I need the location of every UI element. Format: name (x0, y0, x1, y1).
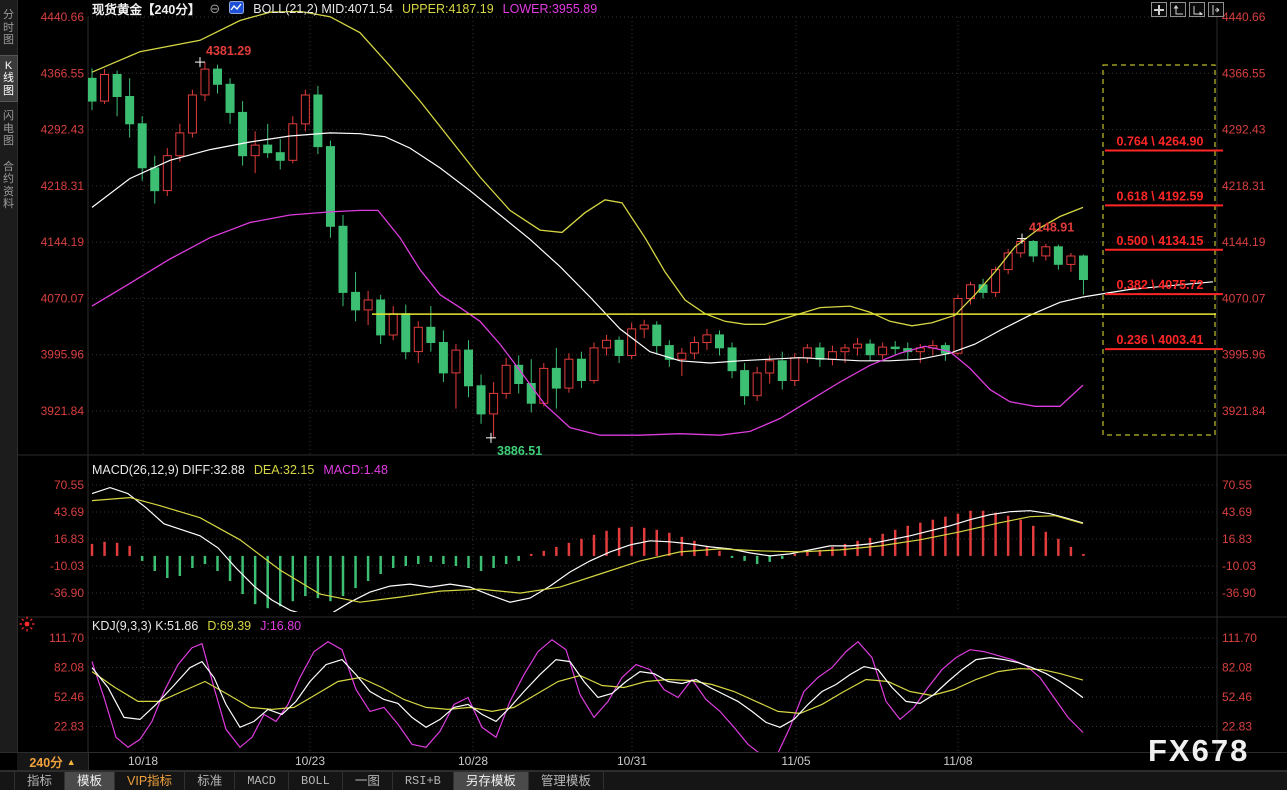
y-tick-label: 4292.43 (41, 123, 85, 137)
kdj-d-value: D:69.39 (207, 619, 252, 633)
sidebar-tab-3[interactable]: 闪电图 (3, 110, 14, 147)
toolbar-item-6[interactable]: BOLL (289, 772, 343, 790)
watermark: FX678 (1148, 733, 1250, 768)
y-tick-label: 22.83 (1222, 720, 1252, 734)
fib-level-label: 0.500 \ 4134.15 (1117, 234, 1204, 248)
toolbar-item-5[interactable]: MACD (235, 772, 290, 790)
y-tick-label: 16.83 (1222, 532, 1252, 546)
boll-mid-value: BOLL(21,2) MID:4071.54 (253, 1, 393, 16)
fib-level-label: 0.382 \ 4075.72 (1117, 278, 1204, 292)
price-annotation: 3886.51 (497, 444, 542, 458)
price-annotation: 4148.91 (1029, 221, 1074, 235)
y-tick-label: 3921.84 (1222, 404, 1266, 418)
period-label: 240分 (29, 756, 63, 770)
alert-marker-icon (19, 616, 35, 637)
macd-hist-value: MACD:1.48 (323, 463, 388, 477)
y-tick-label: 4292.43 (1222, 123, 1266, 137)
y-tick-label: 82.08 (54, 661, 84, 675)
macd-dea-value: DEA:32.15 (253, 463, 315, 477)
toolbar-item-8[interactable]: RSI+B (393, 772, 454, 790)
price-annotations: 4381.29 4148.91 3886.51 (195, 44, 1074, 458)
toolbar-item-2[interactable]: 模板 (65, 772, 116, 790)
toolbar-item-1[interactable]: 指标 (14, 772, 66, 790)
y-tick-label: 4070.07 (1222, 291, 1266, 305)
y-tick-label: 4440.66 (1222, 10, 1266, 24)
fib-level-label: 0.236 \ 4003.41 (1117, 333, 1204, 347)
fib-retracement-overlay[interactable]: 0.764 \ 4264.90 0.618 \ 4192.59 0.500 \ 41… (1102, 64, 1223, 436)
x-date-label: 11/05 (781, 754, 810, 768)
boll-lower-value: LOWER:3955.89 (502, 1, 598, 16)
x-date-label: 10/31 (617, 754, 647, 768)
toolbar-item-10[interactable]: 管理模板 (529, 772, 604, 790)
y-tick-label: 16.83 (54, 532, 84, 546)
x-date-label: 10/18 (128, 754, 158, 768)
x-date-label: 10/23 (295, 754, 325, 768)
y-tick-label: 4218.31 (1222, 179, 1266, 193)
instrument-title: 现货黄金【240分】 (92, 3, 201, 17)
toolbar-item-3[interactable]: VIP指标 (115, 772, 186, 790)
toolbar-item-4[interactable]: 标准 (185, 772, 236, 790)
price-annotation: 4381.29 (206, 44, 251, 58)
y-tick-label: 4366.55 (1222, 66, 1266, 80)
x-date-label: 10/28 (458, 754, 488, 768)
pan-right-icon[interactable] (1208, 2, 1224, 17)
zoom-y-axis-icon[interactable] (1170, 2, 1186, 17)
y-tick-label: -10.03 (50, 559, 84, 573)
y-tick-label: 82.08 (1222, 661, 1252, 675)
kdj-panel-header: KDJ(9,3,3) K:51.86 D:69.39 J:16.80 (92, 619, 301, 633)
y-tick-label: 52.46 (1222, 690, 1252, 704)
sidebar-tab-1[interactable]: 分时图 (3, 9, 14, 46)
gridlines (88, 16, 1217, 752)
fib-level-label: 0.764 \ 4264.90 (1117, 134, 1204, 148)
boll-upper-value: UPPER:4187.19 (401, 1, 494, 16)
layout-grid-icon[interactable] (1151, 2, 1167, 17)
x-date-label: 11/08 (943, 754, 972, 768)
y-tick-label: 43.69 (54, 505, 84, 519)
toolbar-item-9[interactable]: 另存模板 (453, 772, 529, 790)
collapse-icon[interactable]: ⊖ (209, 0, 221, 16)
kdj-k-value: KDJ(9,3,3) K:51.86 (92, 619, 199, 633)
kdj-j-value: J:16.80 (260, 619, 302, 633)
y-tick-label: -36.90 (50, 586, 84, 600)
y-tick-label: 4366.55 (41, 66, 85, 80)
period-selector[interactable]: 240分 ▲ (17, 753, 89, 770)
y-tick-label: 4218.31 (41, 179, 85, 193)
y-tick-label: 22.83 (54, 720, 84, 734)
macd-panel[interactable] (90, 486, 1085, 617)
toolbar-item-7[interactable]: 一图 (343, 772, 393, 790)
y-tick-label: 4144.19 (41, 235, 85, 249)
panel-dividers (0, 17, 1287, 771)
axis-labels: 4440.66 4440.66 4366.55 4366.55 4292.43 4292.… (41, 10, 1266, 768)
y-tick-label: 3995.96 (41, 348, 85, 362)
y-tick-label: 111.70 (49, 631, 84, 645)
bottom-toolbar: 指标 模板 VIP指标 标准 MACD BOLL 一图 RSI+B 另存模板 管理模板 (0, 771, 1287, 790)
y-tick-label: 70.55 (54, 478, 84, 492)
kdj-panel[interactable] (91, 638, 1084, 758)
y-tick-label: 3921.84 (41, 404, 85, 418)
chart-toolbar-icons (1151, 2, 1224, 17)
y-tick-label: 111.70 (1222, 631, 1257, 645)
fib-level-label: 0.618 \ 4192.59 (1117, 189, 1204, 203)
period-arrow-icon: ▲ (66, 756, 76, 767)
macd-diff-value: MACD(26,12,9) DIFF:32.88 (92, 463, 245, 477)
sidebar-tab-4[interactable]: 合约资料 (3, 160, 14, 211)
y-tick-label: 4070.07 (41, 291, 85, 305)
y-tick-label: 52.46 (54, 690, 84, 704)
y-tick-label: 4440.66 (41, 10, 85, 24)
main-price-panel[interactable] (88, 10, 1214, 438)
macd-panel-header: MACD(26,12,9) DIFF:32.88 DEA:32.15 MACD:… (92, 463, 388, 477)
y-tick-label: 70.55 (1222, 478, 1252, 492)
chart-logo-icon (229, 0, 245, 17)
y-tick-label: 43.69 (1222, 505, 1252, 519)
y-tick-label: -10.03 (1222, 559, 1256, 573)
y-tick-label: -36.90 (1222, 586, 1256, 600)
y-tick-label: 3995.96 (1222, 348, 1266, 362)
y-tick-label: 4144.19 (1222, 235, 1266, 249)
main-chart-header: 现货黄金【240分】 ⊖ BOLL(21,2) MID:4071.54 UPPE… (92, 0, 597, 17)
zoom-x-axis-icon[interactable] (1189, 2, 1205, 17)
